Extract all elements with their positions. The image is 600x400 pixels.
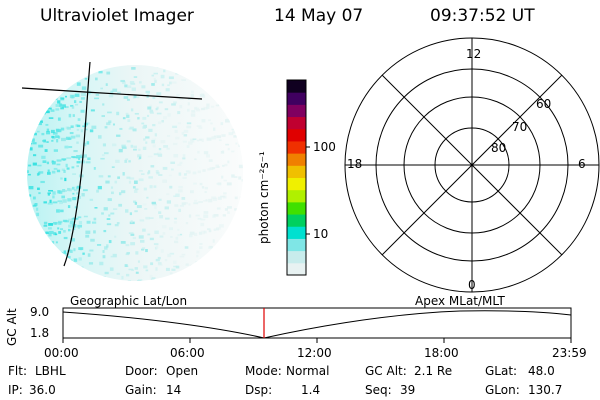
colorbar-segment — [287, 262, 306, 276]
colorbar-unit-label: photon cm⁻²s⁻¹ — [257, 151, 271, 244]
colorbar-segment — [287, 104, 306, 118]
colorbar-tick-100: 100 — [313, 140, 336, 154]
mode-value: Normal — [286, 364, 330, 378]
lat-label-60: 60 — [536, 97, 552, 111]
gain-value: 14 — [166, 383, 182, 397]
polar-grid — [344, 37, 600, 293]
xtick-0000: 00:00 — [44, 346, 79, 360]
door-value: Open — [166, 364, 199, 378]
xtick-1800: 18:00 — [424, 346, 459, 360]
colorbar-segment — [287, 116, 306, 130]
colorbar-segment — [287, 128, 306, 142]
seq-value: 39 — [400, 383, 416, 397]
door-label: Door: — [125, 364, 158, 378]
colorbar — [286, 79, 310, 276]
glon-label: GLon: — [485, 383, 520, 397]
lat-label-70: 70 — [512, 120, 528, 134]
glat-label: GLat: — [485, 364, 518, 378]
colorbar-segment — [287, 153, 306, 166]
gain-label: Gain: — [125, 383, 157, 397]
timeline-left-label: Geographic Lat/Lon — [70, 294, 188, 308]
glat-value: 48.0 — [528, 364, 555, 378]
dsp-label: Dsp: — [245, 383, 273, 397]
lat-label-80: 80 — [491, 141, 507, 155]
instrument-title: Ultraviolet Imager — [40, 6, 194, 26]
date-label: 14 May 07 — [274, 6, 364, 26]
colorbar-segment — [287, 92, 306, 105]
gcalt-value: 2.1 Re — [414, 364, 453, 378]
mlt-label-6: 6 — [578, 157, 586, 171]
colorbar-segment — [287, 201, 306, 215]
colorbar-segment — [287, 80, 306, 93]
flt-label: Flt: — [8, 364, 27, 378]
xtick-0600: 06:00 — [170, 346, 205, 360]
colorbar-segment — [287, 165, 306, 178]
colorbar-segment — [287, 177, 306, 191]
colorbar-segment — [287, 140, 306, 154]
glon-value: 130.7 — [528, 383, 563, 397]
colorbar-segment — [287, 214, 306, 227]
ytick-1-8: 1.8 — [30, 326, 50, 340]
colorbar-tick-10: 10 — [313, 227, 329, 241]
timeline-right-label: Apex MLat/MLT — [415, 294, 505, 308]
ip-value: 36.0 — [29, 383, 56, 397]
ip-label: IP: — [8, 383, 23, 397]
xtick-1200: 12:00 — [297, 346, 332, 360]
seq-label: Seq: — [365, 383, 392, 397]
timeline-yaxis-title: GC Alt — [5, 308, 19, 346]
flt-value: LBHL — [35, 364, 66, 378]
xtick-2359: 23:59 — [552, 346, 587, 360]
colorbar-segment — [287, 189, 306, 203]
mode-label: Mode: — [245, 364, 282, 378]
dsp-value: 1.4 — [301, 383, 321, 397]
mlt-label-18: 18 — [347, 157, 363, 171]
uv-image-disk — [21, 61, 243, 281]
colorbar-segment — [287, 250, 306, 264]
altitude-timeline — [62, 307, 572, 343]
colorbar-segment — [287, 226, 306, 239]
ytick-9: 9.0 — [30, 305, 50, 319]
gcalt-label: GC Alt: — [365, 364, 407, 378]
mlt-label-0: 0 — [468, 278, 476, 292]
time-label: 09:37:52 UT — [430, 6, 535, 26]
colorbar-segment — [287, 238, 306, 252]
mlt-label-12: 12 — [466, 47, 482, 61]
